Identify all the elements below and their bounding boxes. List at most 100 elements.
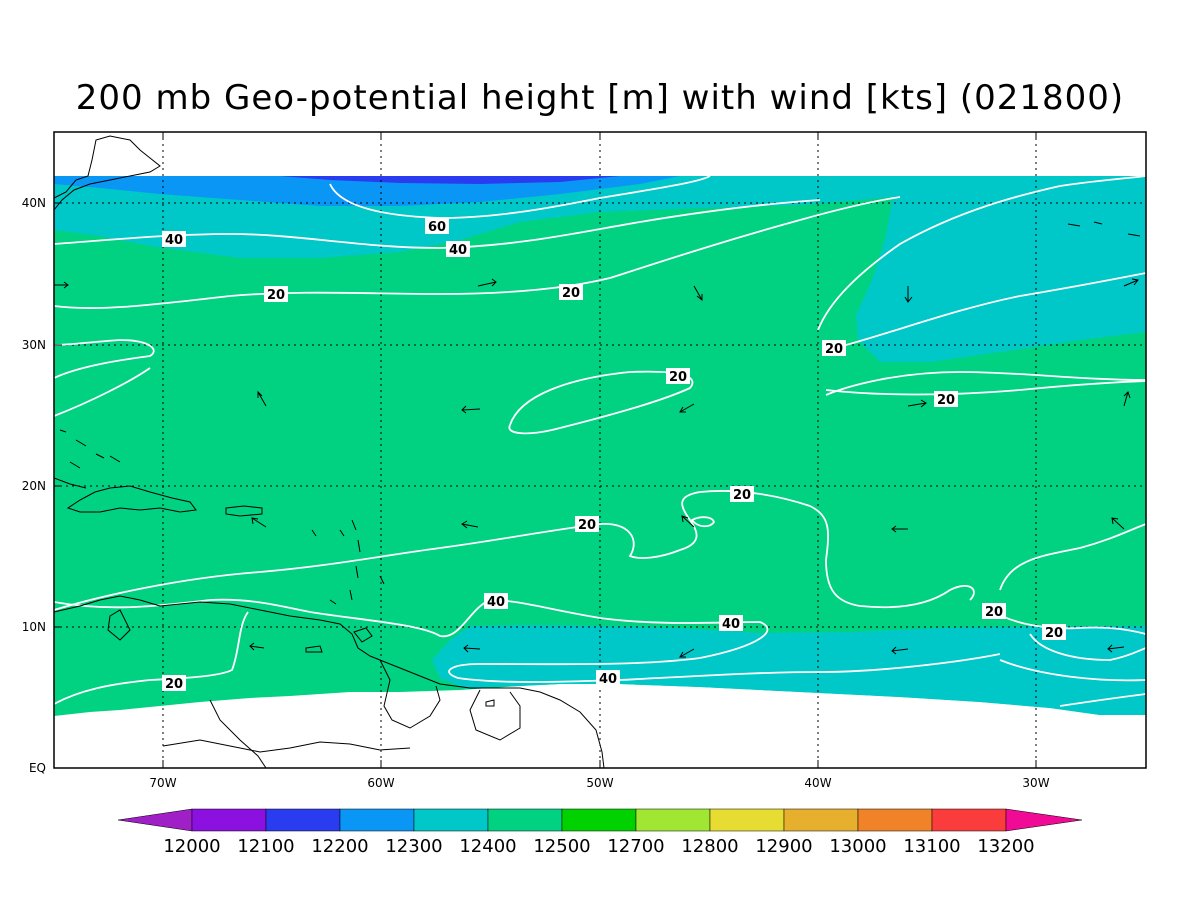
y-tick-label: 40N: [22, 196, 46, 210]
colorbar-label: 12800: [681, 836, 738, 857]
svg-text:20: 20: [267, 288, 285, 303]
y-axis: EQ 10N 20N 30N 40N: [22, 196, 46, 775]
x-tick-label: 40W: [804, 776, 831, 790]
height-12200-north: [280, 176, 620, 184]
isotach-20-se-c: [999, 659, 1146, 682]
wind-arrow: [1123, 391, 1131, 407]
colorbar-label: 12500: [533, 836, 590, 857]
height-12400-northeast: [856, 196, 1146, 362]
x-axis: 70W 60W 50W 40W 30W: [54, 132, 1050, 790]
isotach-20-east: [999, 523, 1146, 591]
colorbar-swatch: [265, 808, 341, 832]
grid-lines: [54, 132, 1146, 768]
label-20: 20: [934, 391, 958, 408]
isotach-40-south: [54, 598, 1001, 683]
coast-bahamas: [59, 429, 121, 469]
coast-lesser-antilles: [311, 519, 385, 605]
svg-text:20: 20: [562, 286, 580, 301]
colorbar-high-triangle: [1005, 808, 1083, 832]
svg-text:20: 20: [985, 605, 1003, 620]
isotach-20-southwest: [54, 611, 249, 705]
isotach-60: [329, 175, 711, 219]
colorbar-low-triangle: [117, 808, 193, 832]
svg-text:20: 20: [825, 342, 843, 357]
wind-arrow: [679, 403, 695, 413]
isotach-20-west: [54, 339, 155, 379]
isotach-20-central: [54, 490, 975, 611]
colorbar-swatch: [413, 808, 489, 832]
colorbar-label: 12000: [163, 836, 220, 857]
y-tick-label: 20N: [22, 479, 46, 493]
label-20: 20: [559, 284, 583, 301]
height-12400-south: [432, 625, 1146, 715]
svg-text:20: 20: [578, 518, 596, 533]
wind-arrow: [904, 286, 913, 303]
y-tick-label: 30N: [22, 338, 46, 352]
coast-small-islands: [305, 645, 495, 707]
colorbar-label: 12300: [385, 836, 442, 857]
colorbar-label: 12700: [607, 836, 664, 857]
isotach-small-loop: [690, 516, 715, 528]
svg-text:40: 40: [165, 233, 183, 248]
label-60: 60: [425, 218, 449, 235]
wind-arrow: [257, 390, 267, 407]
label-40: 40: [162, 231, 186, 248]
isotach-20-ne-d: [825, 380, 1146, 396]
label-40: 40: [719, 615, 743, 632]
svg-text:20: 20: [165, 677, 183, 692]
colorbar-label: 13200: [977, 836, 1034, 857]
coast-trinidad: [353, 627, 373, 643]
height-12300-north: [54, 176, 680, 206]
coast-hispaniola: [66, 485, 197, 513]
isotach-20-west-b: [54, 367, 151, 417]
svg-text:40: 40: [449, 243, 467, 258]
svg-text:60: 60: [428, 220, 446, 235]
wind-arrow: [477, 278, 497, 287]
isotach-20-se-d: [1059, 693, 1146, 707]
x-tick-label: 60W: [367, 776, 394, 790]
wind-arrow: [693, 285, 703, 302]
wind-arrow: [1123, 278, 1139, 287]
wind-arrow: [54, 281, 69, 289]
colorbar-label: 13000: [829, 836, 886, 857]
svg-text:20: 20: [733, 488, 751, 503]
colorbar-label: 12400: [459, 836, 516, 857]
label-20: 20: [162, 675, 186, 692]
wind-arrow: [679, 648, 695, 658]
svg-text:40: 40: [599, 672, 617, 687]
svg-text:20: 20: [669, 370, 687, 385]
isotach-20-ne-c: [825, 371, 1146, 396]
label-20: 20: [666, 368, 690, 385]
coast-islands-se: [1067, 221, 1141, 237]
isotach-20-north: [54, 196, 901, 309]
colorbar-swatch: [783, 808, 859, 832]
isotach-20-oval: [508, 370, 694, 435]
colorbar-swatch: [931, 808, 1007, 832]
isotach-20-ne-b: [845, 272, 1146, 346]
x-tick-label: 70W: [149, 776, 176, 790]
colorbar-swatch: [191, 808, 267, 832]
svg-text:40: 40: [487, 595, 505, 610]
wind-arrow: [907, 399, 927, 408]
isotach-20-se-b: [1029, 633, 1146, 661]
border-south-b: [209, 699, 267, 768]
wind-arrow: [681, 515, 695, 528]
y-tick-label: EQ: [29, 761, 46, 775]
colorbar-swatch: [635, 808, 711, 832]
wind-arrow: [249, 642, 265, 651]
map-title: 200 mb Geo-potential height [m] with win…: [75, 78, 1125, 118]
label-20: 20: [982, 603, 1006, 620]
colorbar: 12000 12100 12200 12300 12400 12500 12700 12800…: [117, 808, 1083, 857]
wind-arrow: [463, 644, 481, 653]
x-tick-label: 30W: [1022, 776, 1049, 790]
label-40: 40: [596, 670, 620, 687]
label-20: 20: [822, 340, 846, 357]
label-20: 20: [1042, 624, 1066, 641]
contour-labels: 60 40 40 20 20 20 20 20 20 20 40 40 40 2…: [162, 218, 1066, 692]
wind-arrow: [891, 646, 909, 655]
label-20: 20: [264, 286, 288, 303]
label-40: 40: [484, 593, 508, 610]
wind-arrow: [891, 525, 908, 533]
wind-arrow: [251, 517, 267, 528]
